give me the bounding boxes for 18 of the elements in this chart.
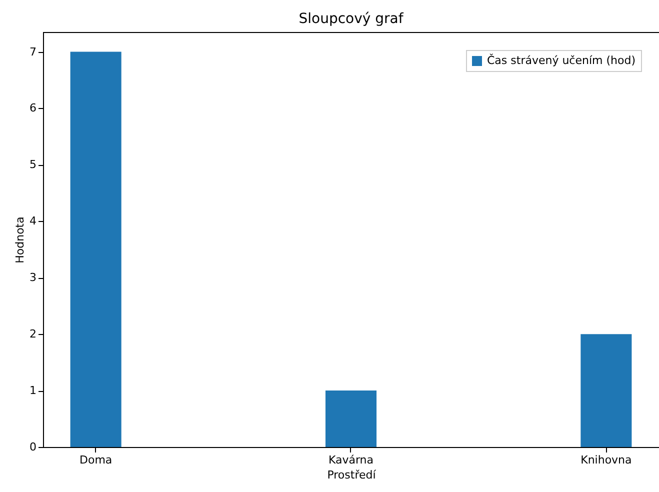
x-tick-label: Doma [79, 454, 112, 466]
y-tick-label: 2 [30, 328, 36, 341]
chart-title: Sloupcový graf [298, 11, 404, 27]
y-tick-label: 6 [30, 102, 36, 115]
x-tick-label: Kavárna [328, 454, 374, 466]
bar [325, 390, 377, 447]
y-tick-label: 4 [30, 214, 36, 228]
legend-label: Čas strávený učením (hod) [487, 53, 636, 67]
y-axis-title: Hodnota [14, 216, 26, 264]
y-tick-label: 3 [30, 271, 36, 284]
x-axis-title: Prostředí [327, 468, 377, 482]
y-tick-label: 0 [30, 440, 36, 454]
bar [580, 334, 632, 447]
y-tick-label: 1 [30, 384, 36, 398]
y-tick-label: 7 [30, 45, 36, 58]
y-tick-label: 5 [30, 158, 36, 172]
x-tick-label: Knihovna [580, 454, 632, 466]
bar [70, 52, 122, 447]
